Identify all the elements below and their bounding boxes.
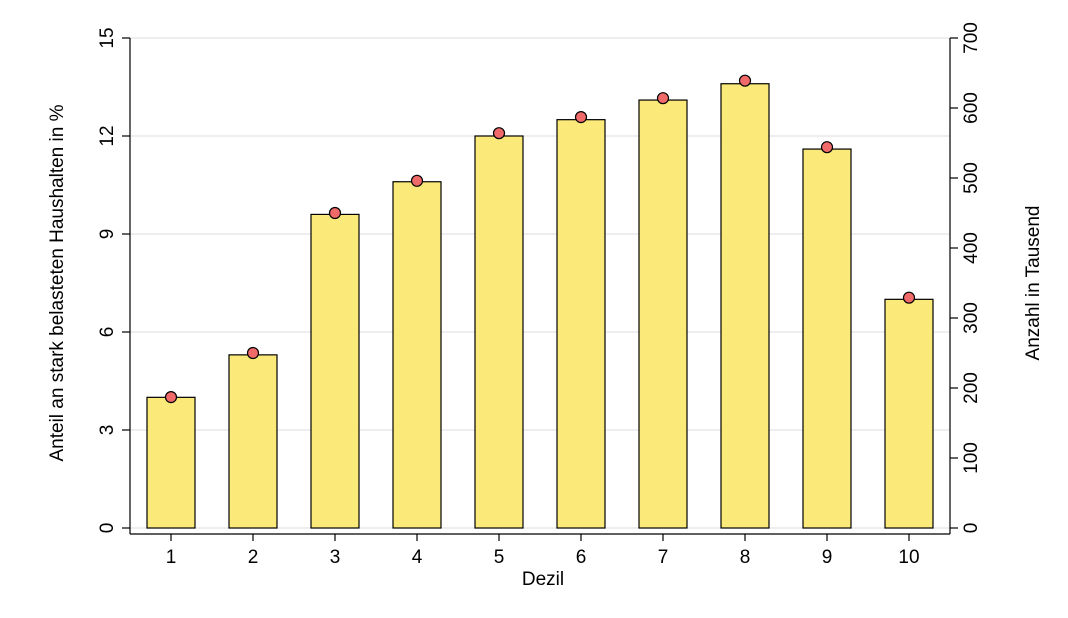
point <box>820 141 834 154</box>
point <box>656 92 670 105</box>
bar <box>720 83 770 529</box>
point <box>574 110 588 124</box>
point <box>246 346 260 360</box>
x-tick-label: 4 <box>412 547 423 568</box>
x-tick-label: 1 <box>166 547 177 568</box>
point <box>492 127 506 140</box>
y-axis-label: Anteil an stark belasteten Haushalten in… <box>47 104 68 461</box>
x-tick-label: 10 <box>898 547 919 568</box>
x-axis-label: Dezil <box>522 569 564 590</box>
y2-tick-label: 700 <box>961 22 982 54</box>
bar <box>146 396 196 529</box>
point <box>328 206 342 220</box>
y2-axis-label: Anzahl in Tausend <box>1023 206 1044 361</box>
x-tick-label: 5 <box>494 547 505 568</box>
bar <box>474 135 524 529</box>
y-tick-label: 6 <box>97 327 118 338</box>
x-tick-label: 8 <box>740 547 751 568</box>
y-tick-label: 12 <box>97 125 118 146</box>
y2-tick-label: 600 <box>961 92 982 124</box>
point <box>164 391 178 404</box>
point <box>902 291 916 304</box>
y2-tick-label: 0 <box>961 523 982 534</box>
y-tick-label: 0 <box>97 523 118 534</box>
y-tick-label: 15 <box>97 27 118 48</box>
bar <box>638 99 688 529</box>
x-tick-label: 9 <box>822 547 833 568</box>
y-tick-label: 3 <box>97 425 118 436</box>
x-tick-label: 7 <box>658 547 669 568</box>
bar <box>228 354 278 529</box>
y2-tick-label: 500 <box>961 162 982 194</box>
x-tick-label: 3 <box>330 547 341 568</box>
bar <box>884 298 934 529</box>
point <box>410 174 424 187</box>
bar <box>556 119 606 529</box>
y2-tick-label: 400 <box>961 232 982 264</box>
x-tick-label: 6 <box>576 547 587 568</box>
bar <box>310 213 360 529</box>
bar <box>392 181 442 529</box>
bar <box>802 148 852 529</box>
y2-tick-label: 300 <box>961 302 982 334</box>
y-tick-label: 9 <box>97 229 118 240</box>
y2-tick-label: 200 <box>961 372 982 404</box>
x-tick-label: 2 <box>248 547 259 568</box>
point <box>738 74 752 87</box>
y2-tick-label: 100 <box>961 442 982 474</box>
